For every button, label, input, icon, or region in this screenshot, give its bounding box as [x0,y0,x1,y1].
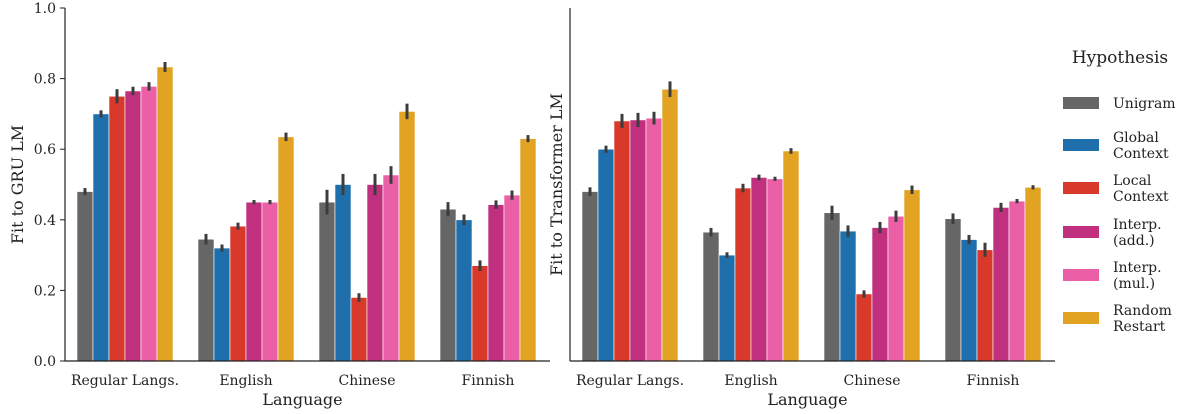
legend-label: Global [1113,130,1159,146]
y-tick-label: 0.0 [34,354,56,370]
bar-global-context-0 [597,148,615,362]
legend-swatch [1063,269,1099,281]
x-tick-label: Chinese [339,373,396,389]
bar-local-context-0 [613,120,631,362]
bar-global-context-3 [960,239,978,362]
bar-random-restart-0 [156,66,174,362]
legend-label: Restart [1113,319,1166,335]
bar-global-context-0 [92,113,110,362]
x-tick-label: Finnish [967,373,1020,389]
bar-unigram-3 [439,208,457,362]
panel-gru: 0.0 0.2 0.4 0.6 0.8 1.0 Regular Langs. English C… [8,1,550,409]
bar-global-context-2 [334,184,352,362]
legend-label: Interp. [1113,217,1162,233]
bar-local-context-1 [229,225,247,362]
bar-random-restart-3 [1024,187,1042,362]
legend-label: Context [1113,189,1169,205]
x-tick-label: Regular Langs. [576,373,684,389]
bar-interp-add--0 [629,119,647,362]
legend-swatch [1063,312,1099,324]
bar-local-context-2 [350,297,368,362]
x-axis-label: Language [262,390,342,409]
legend-swatch [1063,182,1099,194]
bar-unigram-3 [944,218,962,362]
legend-swatch [1063,97,1099,109]
bar-unigram-0 [76,191,94,362]
bar-interp-mul--3 [503,194,521,362]
bar-unigram-2 [318,201,336,362]
y-tick-label: 0.2 [34,283,56,299]
bar-interp-mul--3 [1008,200,1026,362]
bar-local-context-3 [471,265,489,362]
legend-label: Interp. [1113,260,1162,276]
bar-interp-mul--2 [887,215,905,362]
y-tick-label: 0.4 [34,213,56,229]
bar-interp-add--2 [366,184,384,362]
x-axis-label: Language [767,390,847,409]
y-tick-label: 0.8 [34,72,56,88]
bar-interp-mul--0 [140,86,158,362]
legend-title: Hypothesis [1072,48,1168,68]
x-tick-label: Chinese [844,373,901,389]
bar-local-context-1 [734,187,752,362]
legend-label: Context [1113,146,1169,162]
x-tick-label: English [724,373,777,389]
bar-random-restart-0 [661,88,679,362]
bar-interp-add--0 [124,90,142,362]
bar-local-context-0 [108,95,126,362]
bar-unigram-2 [823,212,841,362]
bar-global-context-1 [718,254,736,362]
x-tick-label: English [219,373,272,389]
bar-interp-mul--0 [645,117,663,362]
panel-transformer: Regular Langs. English Chinese Finnish Langu… [547,8,1055,409]
bar-global-context-3 [455,219,473,362]
legend-swatch [1063,226,1099,238]
y-tick-label: 1.0 [34,1,56,17]
bar-interp-add--2 [871,227,889,362]
legend-label: (mul.) [1113,276,1155,292]
legend-label: Unigram [1113,96,1176,112]
y-tick-label: 0.6 [34,142,56,158]
bar-interp-add--3 [487,204,505,362]
bar-global-context-2 [839,230,857,362]
bar-global-context-1 [213,247,231,362]
bar-random-restart-2 [903,189,921,362]
bar-unigram-0 [581,191,599,362]
legend: Hypothesis UnigramGlobalContextLocalCont… [1063,48,1176,335]
legend-label: Local [1113,173,1152,189]
bar-random-restart-1 [782,150,800,362]
legend-label: Random [1113,303,1172,319]
bar-interp-add--1 [245,201,263,362]
x-tick-label: Finnish [462,373,515,389]
bar-local-context-2 [855,293,873,362]
bar-interp-mul--2 [382,174,400,362]
legend-swatch [1063,139,1099,151]
bar-random-restart-3 [519,138,537,362]
bar-interp-mul--1 [261,201,279,362]
bar-interp-add--1 [750,177,768,362]
x-tick-label: Regular Langs. [71,373,179,389]
bar-random-restart-1 [277,136,295,362]
y-axis-label: Fit to GRU LM [8,125,27,244]
bar-local-context-3 [976,249,994,362]
bar-random-restart-2 [398,111,416,362]
bar-unigram-1 [702,231,720,362]
y-axis-label: Fit to Transformer LM [547,93,566,276]
bar-interp-mul--1 [766,178,784,362]
bar-interp-add--3 [992,207,1010,362]
legend-label: (add.) [1113,233,1155,249]
bar-unigram-1 [197,238,215,362]
